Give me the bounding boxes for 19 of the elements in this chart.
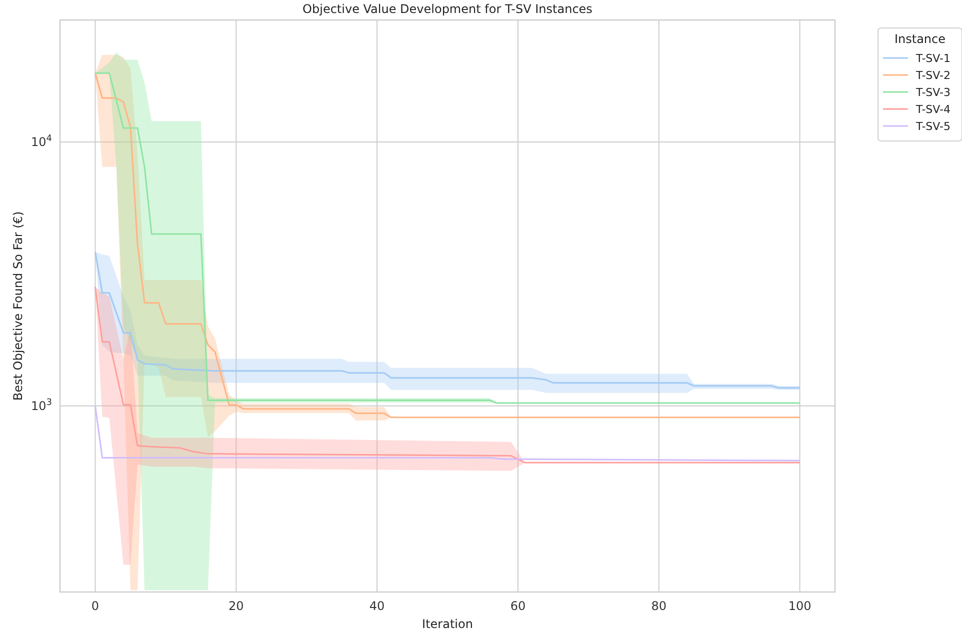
x-tick-label: 0 bbox=[91, 599, 100, 613]
line-series bbox=[94, 286, 801, 464]
x-tick-label: 60 bbox=[510, 599, 526, 613]
x-tick-label: 80 bbox=[651, 599, 667, 613]
legend-label: T-SV-2 bbox=[915, 69, 951, 82]
x-tick-label: 100 bbox=[788, 599, 812, 613]
y-axis-title: Best Objective Found So Far (€) bbox=[11, 211, 25, 401]
line-series bbox=[94, 405, 801, 462]
legend-label: T-SV-4 bbox=[915, 103, 951, 116]
x-tick-label: 20 bbox=[228, 599, 244, 613]
x-tick-label: 40 bbox=[369, 599, 385, 613]
legend-label: T-SV-5 bbox=[915, 120, 951, 133]
legend-title: Instance bbox=[894, 32, 946, 46]
chart-title: Objective Value Development for T-SV Instances bbox=[302, 2, 592, 16]
y-tick-label: 10$^{4}$ bbox=[30, 134, 52, 149]
x-axis-title: Iteration bbox=[422, 617, 473, 631]
legend-label: T-SV-1 bbox=[915, 52, 951, 65]
legend-label: T-SV-3 bbox=[915, 86, 951, 99]
y-tick-label: 10$^{3}$ bbox=[30, 398, 52, 413]
